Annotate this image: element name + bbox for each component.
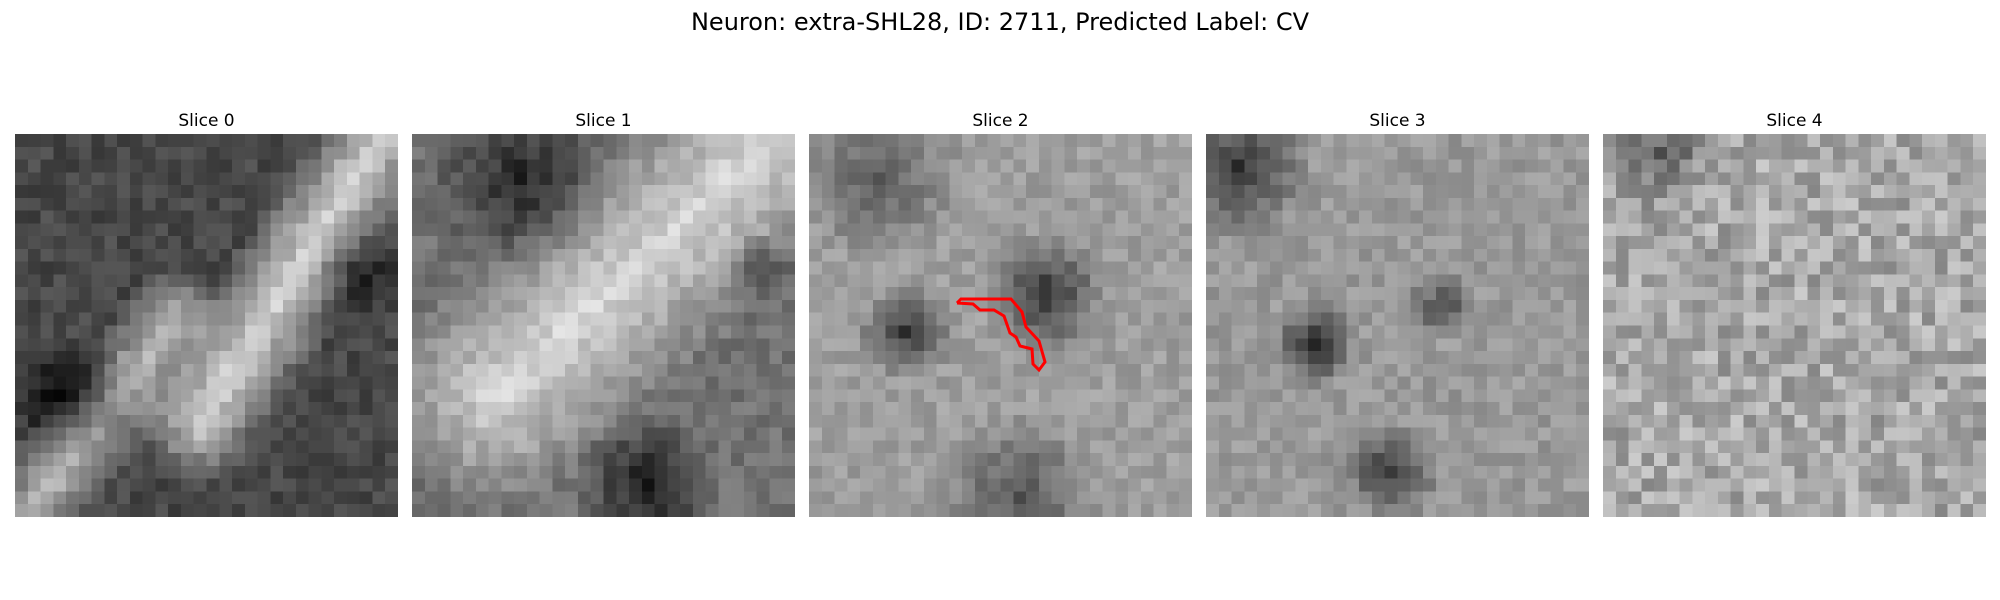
slice-panel-4: Slice 4: [1603, 108, 1986, 517]
slice-image: [412, 134, 795, 517]
slice-image: [809, 134, 1192, 517]
slice-title: Slice 3: [1369, 111, 1426, 131]
slice-title: Slice 0: [178, 111, 235, 131]
slice-title: Slice 2: [972, 111, 1029, 131]
slice-panel-3: Slice 3: [1206, 108, 1589, 517]
slice-title: Slice 4: [1766, 111, 1823, 131]
slice-image: [1206, 134, 1589, 517]
slice-panel-2: Slice 2: [809, 108, 1192, 517]
slice-panel-1: Slice 1: [412, 108, 795, 517]
slice-panel-0: Slice 0: [15, 108, 398, 517]
figure-title: Neuron: extra-SHL28, ID: 2711, Predicted…: [690, 8, 1310, 36]
slice-image: [15, 134, 398, 517]
slice-image: [1603, 134, 1986, 517]
slice-title: Slice 1: [575, 111, 632, 131]
